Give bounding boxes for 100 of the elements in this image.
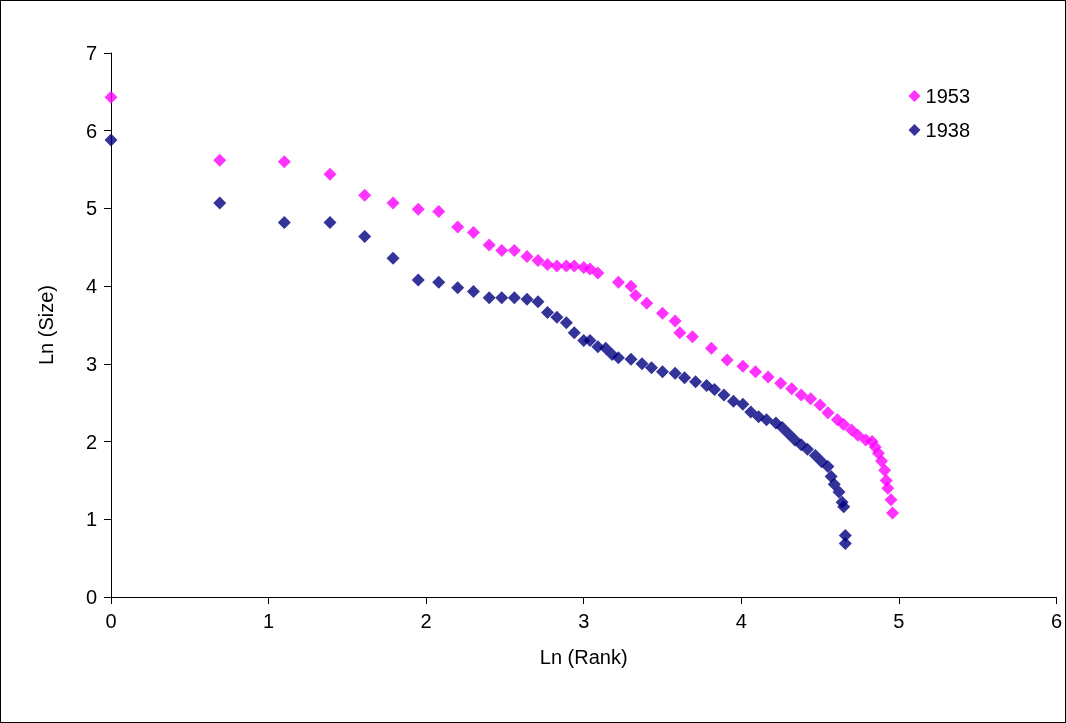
point (466, 226, 480, 240)
point (704, 341, 718, 355)
x-tick-label: 6 (1050, 610, 1062, 632)
point (736, 397, 750, 411)
x-tick-label: 0 (105, 610, 117, 632)
point (599, 341, 613, 355)
point (800, 442, 814, 456)
point (845, 423, 859, 437)
point (358, 188, 372, 202)
x-tick-label: 5 (893, 610, 905, 632)
point (559, 316, 573, 330)
point (213, 196, 227, 210)
point (507, 291, 521, 305)
point (782, 427, 796, 441)
point (685, 330, 699, 344)
point (673, 326, 687, 340)
point (726, 394, 740, 408)
point (668, 366, 682, 380)
point (624, 279, 638, 293)
point (495, 291, 509, 305)
point (104, 133, 118, 147)
point (495, 243, 509, 257)
point (804, 392, 818, 406)
point (432, 205, 446, 219)
point (386, 196, 400, 210)
point (520, 292, 534, 306)
point (774, 376, 788, 390)
point (813, 398, 827, 412)
point (323, 215, 337, 229)
point (717, 388, 731, 402)
point (277, 155, 291, 169)
point (821, 406, 835, 420)
point (411, 202, 425, 216)
point (550, 310, 564, 324)
point (736, 359, 750, 373)
x-tick-label: 2 (420, 610, 432, 632)
point (689, 375, 703, 389)
point (591, 266, 605, 280)
point (482, 291, 496, 305)
point (656, 306, 670, 320)
x-tick-label: 3 (578, 610, 590, 632)
point (794, 388, 808, 402)
point (624, 352, 638, 366)
point (700, 379, 714, 393)
x-tick-label: 1 (263, 610, 275, 632)
point (411, 273, 425, 287)
point (720, 353, 734, 367)
point (531, 254, 545, 267)
point (520, 250, 534, 264)
y-tick-label: 3 (85, 352, 97, 375)
point (611, 351, 625, 365)
point (567, 326, 581, 340)
point (611, 275, 625, 289)
point (886, 506, 900, 520)
point (507, 243, 521, 257)
point (451, 220, 465, 234)
point (567, 259, 581, 273)
y-axis-title: Ln (Size) (35, 284, 57, 366)
point (629, 288, 643, 302)
point (540, 306, 554, 320)
point (838, 536, 852, 550)
point (668, 314, 682, 328)
point (482, 238, 496, 252)
point (432, 275, 446, 289)
point (678, 371, 692, 385)
point (531, 295, 545, 309)
point (640, 296, 654, 310)
point (760, 413, 773, 427)
point (104, 90, 118, 104)
point (832, 485, 846, 499)
point (635, 357, 649, 371)
point (878, 463, 892, 477)
point (540, 257, 554, 271)
point (837, 417, 851, 431)
point (656, 365, 670, 379)
point (851, 428, 865, 442)
point (323, 167, 337, 181)
x-axis-title: Ln (Rank) (539, 646, 628, 668)
point (824, 470, 838, 484)
legend-label: 1953 (925, 85, 971, 107)
y-tick-label: 6 (85, 119, 97, 142)
point (744, 405, 758, 419)
y-tick-label: 0 (85, 586, 97, 608)
y-tick-label: 5 (85, 197, 97, 220)
point (884, 493, 898, 507)
point (386, 251, 400, 265)
point (752, 410, 766, 424)
y-tick-label: 4 (85, 275, 97, 298)
point (808, 449, 822, 463)
point (761, 370, 775, 384)
point (583, 334, 597, 348)
point (881, 481, 895, 495)
point (644, 361, 658, 375)
y-tick-label: 2 (85, 430, 97, 453)
point (708, 383, 721, 396)
y-tick-label: 7 (85, 42, 97, 64)
point (213, 153, 227, 167)
point (277, 215, 291, 229)
point (775, 421, 789, 435)
point (837, 500, 851, 514)
